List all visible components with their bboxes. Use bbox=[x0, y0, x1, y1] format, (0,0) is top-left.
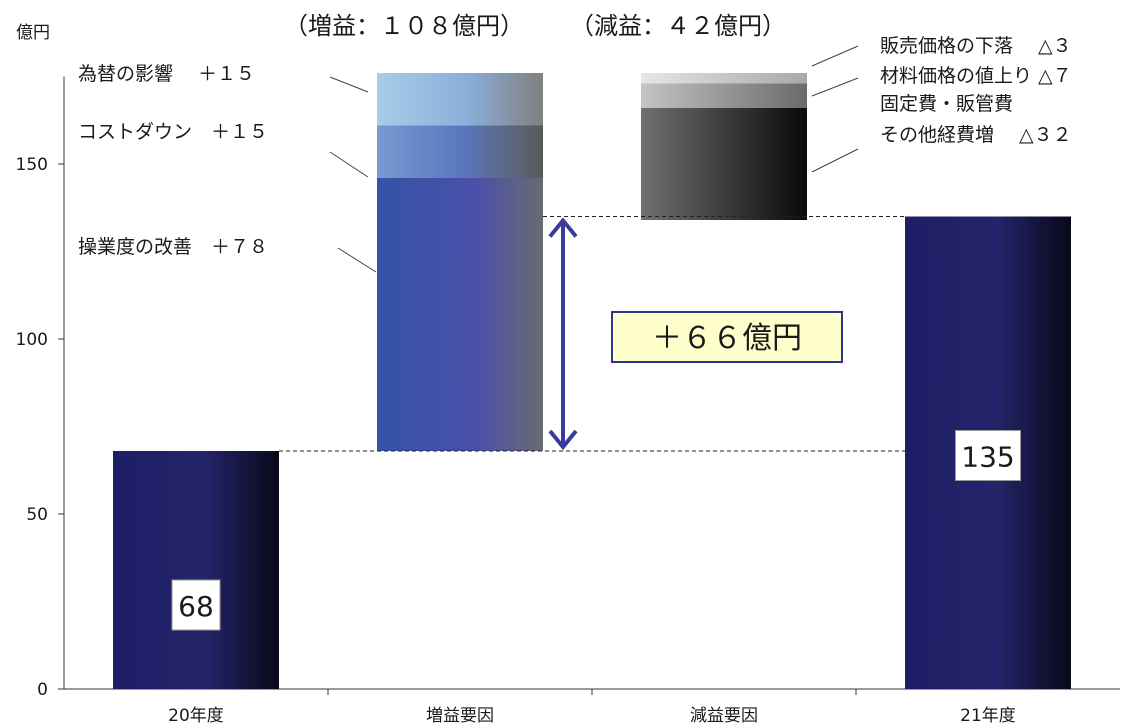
decrease-segment bbox=[641, 73, 807, 84]
bars: 68 135 bbox=[113, 73, 1071, 689]
decrease-factor-label: 販売価格の下落 △３ bbox=[880, 35, 1072, 57]
increase-factor-label: 操業度の改善 ＋７８ bbox=[78, 236, 268, 258]
overlays: 操業度の改善 ＋７８ コストダウン ＋１５ 為替の影響 ＋１５ 販売価格の下落 △３ 材… bbox=[78, 35, 1072, 452]
y-unit-label: 億円 bbox=[16, 23, 50, 43]
value-label-box bbox=[955, 430, 1021, 481]
increase-factor-label: 為替の影響 ＋１５ bbox=[78, 63, 255, 85]
decrease-factor-label: 固定費・販管費 bbox=[880, 93, 1013, 115]
y-tick-label: 50 bbox=[26, 505, 48, 525]
arrow-head-up bbox=[548, 217, 578, 238]
x-category-label: 21年度 bbox=[960, 706, 1016, 726]
value-label-box bbox=[171, 579, 221, 631]
decrease-segment bbox=[641, 108, 807, 220]
increase-segment bbox=[377, 125, 543, 178]
arrow-head-down bbox=[548, 429, 578, 451]
x-category-label: 20年度 bbox=[168, 706, 224, 726]
net-change-callout-label: ＋６６億円 bbox=[652, 321, 802, 356]
increase-segment bbox=[377, 178, 543, 451]
axes: 0 50 100 150 20年度 増益要因 減益要因 21年度 bbox=[16, 76, 1120, 726]
x-category-label: 増益要因 bbox=[426, 706, 494, 726]
value-label: 135 bbox=[961, 441, 1014, 474]
y-tick-label: 150 bbox=[16, 155, 48, 175]
increase-factor-label: コストダウン ＋１５ bbox=[78, 121, 268, 143]
increase-segment bbox=[377, 73, 543, 126]
decrease-header: （減益：４２億円） bbox=[570, 12, 786, 40]
value-label: 68 bbox=[178, 590, 214, 623]
leader-line bbox=[329, 76, 369, 93]
leader-line bbox=[811, 77, 859, 97]
leader-line bbox=[811, 45, 859, 67]
total-bar bbox=[113, 451, 279, 689]
y-tick-label: 0 bbox=[37, 680, 48, 700]
x-category-label: 減益要因 bbox=[690, 706, 758, 726]
leader-line bbox=[811, 148, 859, 173]
net-change-callout-box bbox=[611, 311, 843, 363]
decrease-segment bbox=[641, 83, 807, 108]
decrease-factor-label: その他経費増 △３２ bbox=[880, 124, 1072, 146]
increase-header: （増益：１０８億円） bbox=[284, 12, 524, 40]
decrease-factor-label: 材料価格の値上り △７ bbox=[880, 65, 1072, 87]
leader-line bbox=[337, 247, 377, 273]
y-tick-label: 100 bbox=[16, 330, 48, 350]
leader-line bbox=[329, 151, 369, 178]
